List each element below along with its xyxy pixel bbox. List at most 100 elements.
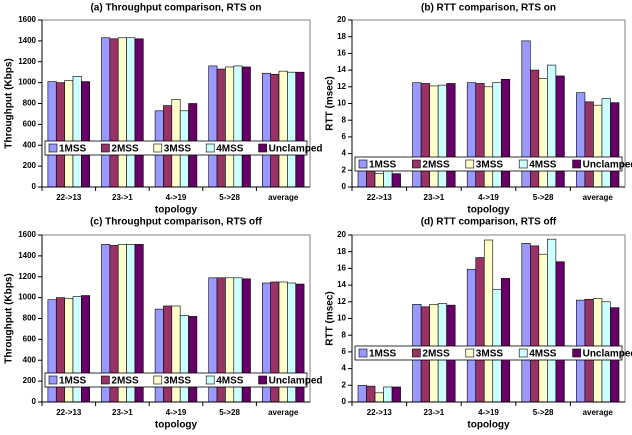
y-tick-label: 8 <box>342 330 347 339</box>
bar <box>117 37 127 188</box>
legend-box <box>354 345 623 361</box>
y-tick-label: 12 <box>337 82 346 91</box>
bar <box>383 386 393 403</box>
y-tick-label: 1400 <box>18 251 36 260</box>
x-axis-label: topology <box>155 205 198 216</box>
bar <box>163 305 173 403</box>
legend-swatch <box>48 375 58 385</box>
bar <box>366 385 376 403</box>
bar <box>500 278 511 403</box>
legend-swatch <box>572 348 581 358</box>
y-tick-label: 0 <box>342 182 347 191</box>
bar <box>126 37 136 188</box>
y-tick-label: 16 <box>337 49 346 58</box>
legend-swatch <box>101 143 110 153</box>
legend-label: 4MSS <box>529 160 557 171</box>
y-tick-label: 2 <box>342 165 347 174</box>
y-tick-label: 2 <box>342 380 347 389</box>
x-tick-label: 5->28 <box>219 193 240 202</box>
x-tick-label: 22->13 <box>367 408 393 417</box>
y-tick-label: 1000 <box>18 78 36 87</box>
legend-label: 4MSS <box>216 144 244 155</box>
bar <box>601 98 611 188</box>
legend-swatch <box>358 159 368 169</box>
x-tick-label: average <box>583 193 614 202</box>
chart-title: (a) Throughput comparison, RTS on <box>90 3 261 14</box>
legend-label: 1MSS <box>369 349 397 360</box>
legend-label: Unclamped <box>583 349 632 360</box>
legend-label: 3MSS <box>164 376 192 387</box>
y-tick-label: 600 <box>23 119 37 128</box>
bar <box>64 80 74 188</box>
y-axis-label: Throughput (Kbps) <box>4 273 15 364</box>
x-tick-label: 4->19 <box>166 408 187 417</box>
x-tick-label: average <box>268 408 299 417</box>
legend-swatch <box>258 143 267 153</box>
legend-label: 1MSS <box>369 160 397 171</box>
x-tick-label: 4->19 <box>478 193 499 202</box>
y-tick-label: 4 <box>342 149 347 158</box>
y-tick-label: 10 <box>337 314 346 323</box>
legend-label: Unclamped <box>583 160 632 171</box>
legend-swatch <box>153 143 163 153</box>
bar <box>475 83 485 188</box>
y-tick-label: 20 <box>337 230 346 239</box>
bar <box>109 38 119 188</box>
bar <box>429 85 439 188</box>
y-tick-label: 18 <box>337 32 346 41</box>
y-tick-label: 1200 <box>18 272 36 281</box>
y-tick-label: 400 <box>23 355 37 364</box>
y-tick-label: 1000 <box>18 293 36 302</box>
bar <box>154 308 164 403</box>
bar <box>483 239 494 403</box>
bar <box>225 66 235 188</box>
legend-label: 3MSS <box>476 349 504 360</box>
y-axis-label: RTT (msec) <box>325 76 336 130</box>
y-tick-label: 20 <box>337 15 346 24</box>
y-tick-label: 200 <box>23 376 37 385</box>
y-tick-label: 14 <box>337 280 346 289</box>
y-tick-label: 6 <box>342 132 347 141</box>
legend-label: 2MSS <box>422 349 450 360</box>
bar <box>47 81 57 188</box>
legend-label: 1MSS <box>59 144 87 155</box>
legend-swatch <box>258 375 267 385</box>
legend-swatch <box>572 159 581 169</box>
legend-box <box>44 372 308 388</box>
x-tick-label: average <box>583 408 614 417</box>
bar <box>610 102 620 188</box>
legend-box <box>354 156 623 172</box>
legend-swatch <box>153 375 163 385</box>
chart-title: (b) RTT comparison, RTS on <box>421 3 556 14</box>
y-tick-label: 1600 <box>18 15 36 24</box>
y-tick-label: 200 <box>23 161 37 170</box>
legend-swatch <box>358 348 368 358</box>
bar <box>287 71 297 188</box>
bar <box>101 37 111 188</box>
x-tick-label: 23->1 <box>112 193 133 202</box>
x-tick-label: 5->28 <box>533 408 554 417</box>
y-axis-label: Throughput (Kbps) <box>4 58 15 149</box>
y-tick-label: 18 <box>337 247 346 256</box>
legend-box <box>44 140 308 156</box>
bar <box>420 83 430 188</box>
x-tick-label: 23->1 <box>112 408 133 417</box>
legend-swatch <box>48 143 58 153</box>
y-tick-label: 800 <box>23 99 37 108</box>
bar <box>134 38 144 188</box>
legend-label: 2MSS <box>111 376 139 387</box>
bar <box>171 305 181 403</box>
x-axis-label: topology <box>155 420 198 431</box>
y-tick-label: 0 <box>342 397 347 406</box>
bar <box>391 173 401 188</box>
bar <box>72 76 82 188</box>
bar <box>538 253 548 403</box>
y-axis-label: RTT (msec) <box>325 291 336 345</box>
legend-swatch <box>465 348 475 358</box>
legend-label: Unclamped <box>269 376 323 387</box>
legend-swatch <box>205 143 215 153</box>
legend-swatch <box>518 348 528 358</box>
legend-label: 1MSS <box>59 376 87 387</box>
bar <box>179 315 189 403</box>
